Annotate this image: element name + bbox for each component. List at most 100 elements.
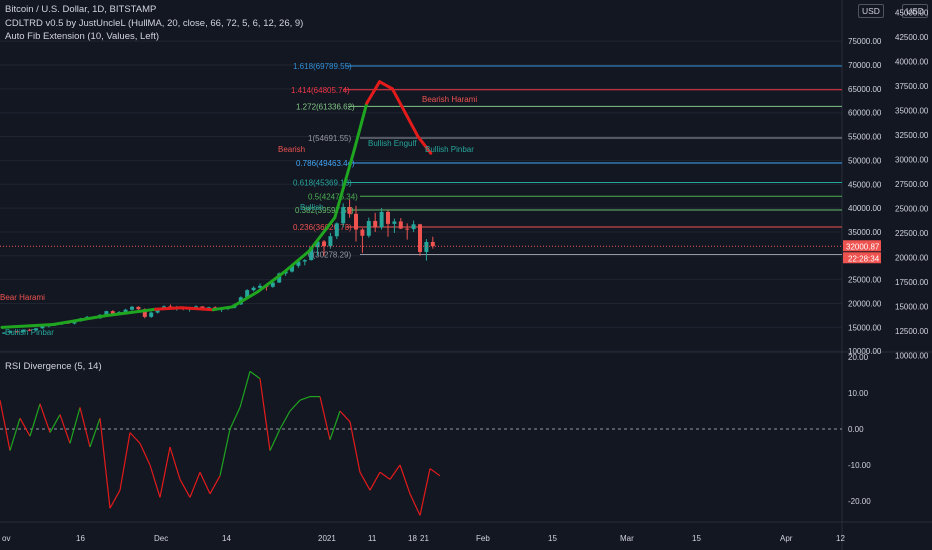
signal-label: Bear Harami bbox=[0, 293, 45, 302]
rsi-line-segment bbox=[179, 479, 191, 498]
price-tick-label: 75000.00 bbox=[848, 37, 882, 46]
rsi-line-segment bbox=[429, 468, 441, 477]
price-tick-label: 55000.00 bbox=[848, 133, 882, 142]
secondary-price-tick-label: 42500.00 bbox=[895, 33, 929, 42]
hull-indicator-legend: CDLTRD v0.5 by JustUncleL (HullMA, 20, c… bbox=[5, 18, 304, 29]
hull-ma-segment bbox=[256, 270, 286, 294]
candle-body bbox=[149, 312, 154, 317]
candle-body bbox=[315, 241, 320, 248]
rsi-line-segment bbox=[359, 471, 371, 491]
rsi-line-segment bbox=[399, 464, 411, 494]
secondary-price-tick-label: 15000.00 bbox=[895, 302, 929, 311]
secondary-price-tick-label: 30000.00 bbox=[895, 155, 929, 164]
hull-ma-segment bbox=[0, 322, 55, 329]
rsi-tick-label: -10.00 bbox=[848, 461, 871, 470]
candle-body bbox=[379, 211, 384, 228]
candle-body bbox=[14, 331, 19, 333]
hull-ma-segment bbox=[282, 249, 311, 274]
fib-level-label: 0(30278.29) bbox=[308, 250, 351, 259]
rsi-line-segment bbox=[249, 370, 261, 380]
rsi-tick-label: 20.00 bbox=[848, 353, 869, 362]
price-tick-label: 60000.00 bbox=[848, 109, 882, 118]
price-tick-label: 45000.00 bbox=[848, 180, 882, 189]
secondary-price-tick-label: 37500.00 bbox=[895, 82, 929, 91]
hull-ma-segment bbox=[307, 216, 337, 253]
candle-body bbox=[27, 329, 32, 331]
secondary-price-tick-label: 25000.00 bbox=[895, 204, 929, 213]
hull-ma-segment bbox=[102, 307, 158, 318]
rsi-line-segment bbox=[349, 421, 361, 473]
rsi-line-segment bbox=[19, 417, 31, 437]
fib-level-label: 0.382(39597.55) bbox=[295, 206, 354, 215]
signal-label: Bullish Pinbar bbox=[5, 328, 54, 337]
countdown-badge bbox=[843, 252, 881, 264]
candle-body bbox=[360, 229, 365, 236]
candle-body bbox=[322, 241, 326, 247]
rsi-line-segment bbox=[29, 403, 41, 437]
fib-level-label: 0.786(49463.44) bbox=[296, 159, 355, 168]
rsi-line-segment bbox=[239, 371, 251, 408]
currency-badge-left[interactable]: USD bbox=[858, 4, 884, 18]
price-tick-label: 70000.00 bbox=[848, 61, 882, 70]
rsi-line-segment bbox=[229, 407, 241, 430]
rsi-line-segment bbox=[299, 396, 311, 401]
rsi-line-segment bbox=[319, 396, 331, 440]
time-tick-label: 14 bbox=[222, 534, 231, 543]
rsi-line-segment bbox=[9, 418, 21, 451]
candle-body bbox=[334, 223, 339, 237]
hull-ma-segment bbox=[403, 111, 420, 139]
rsi-line-segment bbox=[409, 493, 421, 516]
time-tick-label: 21 bbox=[420, 534, 429, 543]
candle-body bbox=[302, 260, 307, 262]
candle-body bbox=[104, 311, 109, 315]
signal-label: Bullish bbox=[300, 203, 324, 212]
candle-body bbox=[405, 228, 410, 230]
rsi-line-segment bbox=[259, 378, 271, 451]
rsi-line-segment bbox=[289, 399, 301, 412]
candle-body bbox=[366, 220, 371, 236]
candle-body bbox=[347, 207, 352, 214]
secondary-price-tick-label: 12500.00 bbox=[895, 327, 929, 336]
rsi-line-segment bbox=[59, 414, 71, 444]
candle-body bbox=[354, 213, 358, 230]
rsi-line-segment bbox=[269, 428, 281, 451]
hull-ma-segment bbox=[230, 290, 260, 309]
time-tick-label: 15 bbox=[692, 534, 701, 543]
rsi-line-segment bbox=[169, 446, 181, 480]
candle-body bbox=[2, 332, 6, 334]
signal-label: Bearish bbox=[278, 145, 305, 154]
current-price-label: 32000.87 bbox=[846, 242, 880, 251]
secondary-price-tick-label: 10000.00 bbox=[895, 352, 929, 361]
hull-ma-segment bbox=[352, 101, 369, 153]
candle-body bbox=[155, 308, 160, 313]
symbol-legend: Bitcoin / U.S. Dollar, 1D, BITSTAMP bbox=[5, 4, 157, 15]
time-tick-label: ov bbox=[2, 534, 10, 543]
price-tick-label: 65000.00 bbox=[848, 85, 882, 94]
secondary-price-tick-label: 17500.00 bbox=[895, 278, 929, 287]
candle-body bbox=[34, 328, 38, 331]
price-tick-label: 15000.00 bbox=[848, 323, 882, 332]
hull-ma-segment bbox=[211, 305, 234, 312]
fib-level-label: 1(54691.55) bbox=[308, 134, 351, 143]
hull-ma-segment bbox=[51, 314, 106, 326]
time-tick-label: 2021 bbox=[318, 534, 336, 543]
candle-body bbox=[296, 261, 301, 266]
rsi-line-segment bbox=[39, 403, 51, 433]
signal-label: Bullish Engulf bbox=[368, 139, 417, 148]
fib-level-label: 0.236(36026.73) bbox=[293, 223, 352, 232]
secondary-price-tick-label: 22500.00 bbox=[895, 229, 929, 238]
rsi-line-segment bbox=[119, 432, 131, 491]
fib-level-label: 0.618(45369.13) bbox=[293, 178, 352, 187]
current-price-badge bbox=[843, 240, 881, 252]
fib-level-label: 1.272(61336.62) bbox=[296, 102, 355, 111]
rsi-line-segment bbox=[389, 464, 401, 480]
secondary-price-tick-label: 45000.00 bbox=[895, 8, 929, 17]
time-tick-label: 11 bbox=[368, 534, 377, 543]
candle-body bbox=[270, 282, 275, 287]
currency-badge-right[interactable]: USD bbox=[902, 4, 928, 18]
candle-body bbox=[245, 290, 250, 298]
candle-body bbox=[251, 287, 256, 291]
price-tick-label: 10000.00 bbox=[848, 347, 882, 356]
rsi-line-segment bbox=[339, 410, 351, 423]
